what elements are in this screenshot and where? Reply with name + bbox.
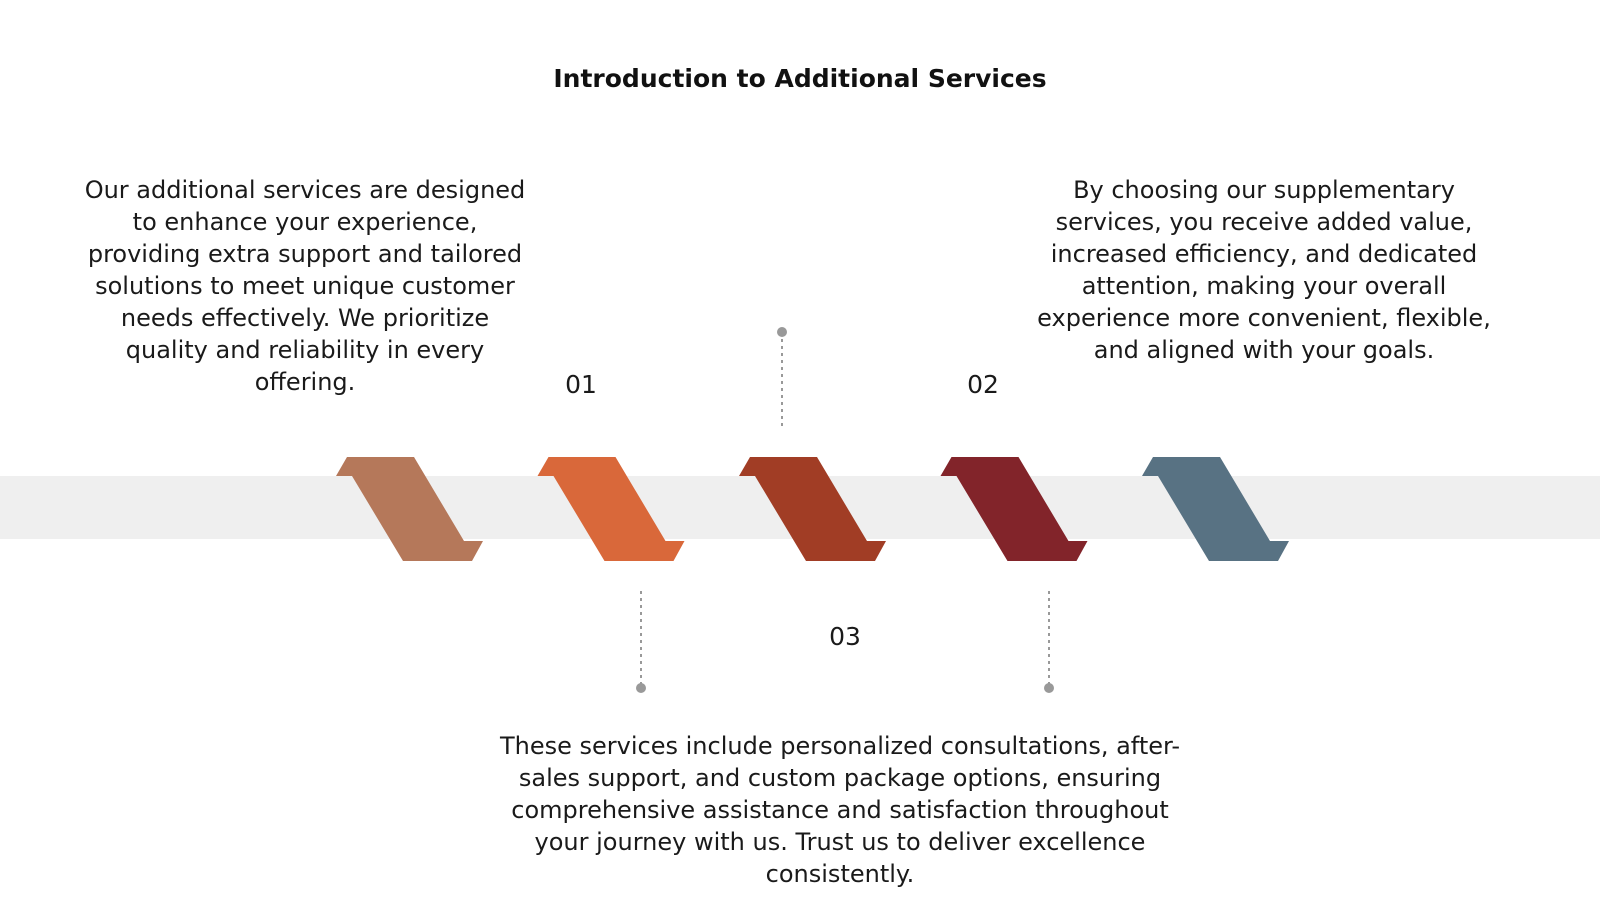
step-number: 02	[967, 370, 999, 399]
dot	[1044, 683, 1054, 693]
dot	[636, 683, 646, 693]
description: These services include personalized cons…	[500, 732, 1180, 888]
description: Our additional services are designed to …	[84, 176, 526, 396]
description: By choosing our supplementary services, …	[1037, 176, 1491, 364]
step-number: 01	[565, 370, 597, 399]
connectors	[640, 332, 1050, 688]
step-number: 03	[829, 622, 861, 651]
title: Introduction to Additional Services	[553, 64, 1047, 93]
dot	[777, 327, 787, 337]
dots	[636, 327, 1054, 693]
